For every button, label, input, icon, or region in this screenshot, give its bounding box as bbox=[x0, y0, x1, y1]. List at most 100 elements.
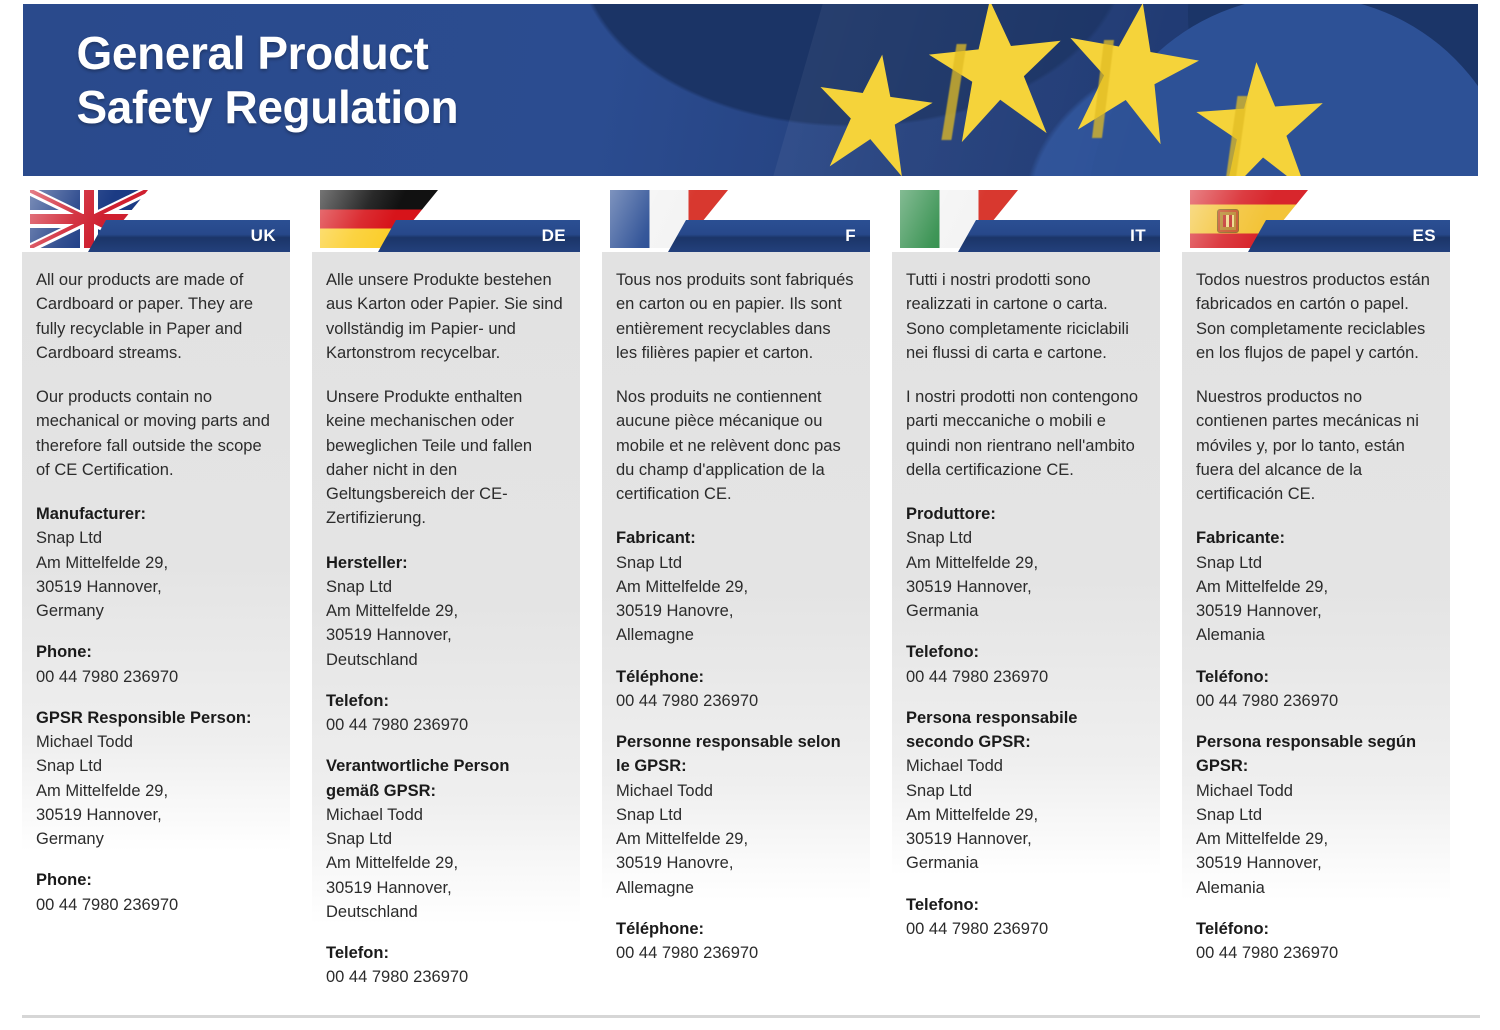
responsible-phone-block: Phone: 00 44 7980 236970 bbox=[36, 868, 276, 917]
paragraph-materials: Tutti i nostri prodotti sono realizzati … bbox=[906, 271, 1129, 362]
phone-label-2: Telefono: bbox=[906, 895, 980, 914]
responsible-person-block: Verantwortliche Person gemäß GPSR: Micha… bbox=[326, 754, 566, 924]
paragraph-ce-scope: Unsere Produkte enthalten keine mechanis… bbox=[326, 388, 533, 528]
manufacturer-label: Fabricante: bbox=[1196, 529, 1285, 548]
responsible-phone-block: Teléfono: 00 44 7980 236970 bbox=[1196, 917, 1436, 966]
manufacturer-phone-block: Telefono: 00 44 7980 236970 bbox=[906, 640, 1146, 689]
manufacturer-block: Produttore: Snap Ltd Am Mittelfelde 29, … bbox=[906, 502, 1146, 623]
language-tab-es[interactable]: ES bbox=[1248, 220, 1450, 252]
responsible-person-block: Personne responsable selon le GPSR: Mich… bbox=[616, 730, 856, 900]
manufacturer-address: Snap Ltd Am Mittelfelde 29, 30519 Hannov… bbox=[326, 577, 459, 669]
language-columns: UK All our products are made of Cardboar… bbox=[22, 190, 1480, 1007]
manufacturer-label: Produttore: bbox=[906, 505, 996, 523]
language-tab-label: DE bbox=[541, 226, 566, 245]
language-tab-it[interactable]: IT bbox=[958, 220, 1160, 252]
paragraph-materials: Tous nos produits sont fabriqués en cart… bbox=[616, 271, 854, 362]
language-tab-label: IT bbox=[1130, 226, 1146, 245]
manufacturer-phone-block: Phone: 00 44 7980 236970 bbox=[36, 640, 276, 689]
flag-header-it: IT bbox=[892, 190, 1160, 252]
language-tab-de[interactable]: DE bbox=[378, 220, 580, 252]
responsible-person-block: Persona responsabile secondo GPSR: Micha… bbox=[906, 706, 1146, 876]
phone-value-2: 00 44 7980 236970 bbox=[906, 919, 1049, 938]
language-column-it: IT Tutti i nostri prodotti sono realizza… bbox=[892, 190, 1182, 1007]
flag-header-es: ES bbox=[1182, 190, 1450, 252]
paragraph-ce-scope: I nostri prodotti non contengono parti m… bbox=[906, 388, 1139, 479]
phone-label: Téléphone: bbox=[616, 667, 705, 686]
page-title: General Product Safety Regulation bbox=[76, 27, 459, 134]
content-panel-it: Tutti i nostri prodotti sono realizzati … bbox=[892, 252, 1160, 876]
content-panel-es: Todos nuestros productos están fabricado… bbox=[1182, 252, 1450, 900]
es-flag-icon bbox=[1190, 190, 1308, 248]
responsible-person-block: Persona responsable según GPSR: Michael … bbox=[1196, 730, 1436, 900]
manufacturer-label: Fabricant: bbox=[616, 529, 696, 548]
paragraph-materials: Todos nuestros productos están fabricado… bbox=[1196, 271, 1430, 362]
phone-label-2: Teléfono: bbox=[1196, 919, 1270, 938]
phone-value: 00 44 7980 236970 bbox=[1196, 691, 1339, 710]
language-tab-uk[interactable]: UK bbox=[88, 220, 290, 252]
manufacturer-phone-block: Téléphone: 00 44 7980 236970 bbox=[616, 665, 856, 714]
language-column-es: ES Todos nuestros productos están fabric… bbox=[1182, 190, 1472, 1007]
responsible-phone-block: Telefono: 00 44 7980 236970 bbox=[906, 893, 1146, 942]
responsible-person-block: GPSR Responsible Person: Michael Todd Sn… bbox=[36, 706, 276, 852]
manufacturer-block: Hersteller: Snap Ltd Am Mittelfelde 29, … bbox=[326, 551, 566, 672]
manufacturer-address: Snap Ltd Am Mittelfelde 29, 30519 Hannov… bbox=[906, 529, 1039, 620]
responsible-person-label: Verantwortliche Person gemäß GPSR: bbox=[326, 757, 510, 800]
footer-divider bbox=[22, 1015, 1480, 1018]
responsible-person-label: Persona responsable según GPSR: bbox=[1196, 733, 1417, 776]
content-panel-fr: Tous nos produits sont fabriqués en cart… bbox=[602, 252, 870, 900]
flag-header-uk: UK bbox=[22, 190, 290, 252]
gpsr-poster: General Product Safety Regulation UK All… bbox=[0, 4, 1500, 1030]
content-panel-de: Alle unsere Produkte bestehen aus Karton… bbox=[312, 252, 580, 924]
manufacturer-address: Snap Ltd Am Mittelfelde 29, 30519 Hannov… bbox=[1196, 553, 1329, 645]
phone-label: Phone: bbox=[36, 643, 92, 662]
phone-value-2: 00 44 7980 236970 bbox=[326, 968, 469, 987]
phone-value-2: 00 44 7980 236970 bbox=[36, 895, 179, 914]
paragraph-ce-scope: Nuestros productos no contienen partes m… bbox=[1196, 388, 1419, 503]
language-tab-label: F bbox=[845, 226, 856, 245]
responsible-phone-block: Téléphone: 00 44 7980 236970 bbox=[616, 917, 856, 966]
manufacturer-label: Manufacturer: bbox=[36, 505, 147, 523]
content-tail-fr: Téléphone: 00 44 7980 236970 bbox=[602, 916, 870, 966]
manufacturer-block: Manufacturer: Snap Ltd Am Mittelfelde 29… bbox=[36, 502, 276, 623]
language-column-de: DE Alle unsere Produkte bestehen aus Kar… bbox=[312, 190, 602, 1007]
manufacturer-address: Snap Ltd Am Mittelfelde 29, 30519 Hannov… bbox=[36, 529, 169, 620]
phone-value: 00 44 7980 236970 bbox=[906, 667, 1049, 686]
content-tail-uk: Phone: 00 44 7980 236970 bbox=[22, 868, 290, 917]
responsible-person-label: Personne responsable selon le GPSR: bbox=[616, 733, 841, 776]
paragraph-ce-scope: Our products contain no mechanical or mo… bbox=[36, 388, 270, 479]
content-panel-uk: All our products are made of Cardboard o… bbox=[22, 252, 290, 852]
manufacturer-block: Fabricante: Snap Ltd Am Mittelfelde 29, … bbox=[1196, 526, 1436, 647]
manufacturer-address: Snap Ltd Am Mittelfelde 29, 30519 Hanovr… bbox=[616, 553, 749, 645]
manufacturer-label: Hersteller: bbox=[326, 553, 408, 572]
responsible-person-address: Michael Todd Snap Ltd Am Mittelfelde 29,… bbox=[326, 805, 459, 921]
manufacturer-block: Fabricant: Snap Ltd Am Mittelfelde 29, 3… bbox=[616, 526, 856, 647]
responsible-person-label: GPSR Responsible Person: bbox=[36, 708, 252, 727]
flag-header-fr: F bbox=[602, 190, 870, 252]
language-column-fr: F Tous nos produits sont fabriqués en ca… bbox=[602, 190, 892, 1007]
spain-coat-of-arms-icon bbox=[1217, 209, 1239, 233]
phone-label-2: Téléphone: bbox=[616, 919, 705, 938]
phone-value: 00 44 7980 236970 bbox=[616, 691, 759, 710]
phone-value-2: 00 44 7980 236970 bbox=[616, 944, 759, 962]
phone-value: 00 44 7980 236970 bbox=[36, 667, 179, 686]
language-column-uk: UK All our products are made of Cardboar… bbox=[22, 190, 312, 1007]
responsible-person-label: Persona responsabile secondo GPSR: bbox=[906, 708, 1078, 751]
phone-value: 00 44 7980 236970 bbox=[326, 716, 469, 734]
manufacturer-phone-block: Telefon: 00 44 7980 236970 bbox=[326, 689, 566, 738]
responsible-phone-block: Telefon: 00 44 7980 236970 bbox=[326, 941, 566, 990]
responsible-person-address: Michael Todd Snap Ltd Am Mittelfelde 29,… bbox=[616, 781, 749, 897]
content-tail-es: Teléfono: 00 44 7980 236970 bbox=[1182, 916, 1450, 966]
paragraph-materials: Alle unsere Produkte bestehen aus Karton… bbox=[326, 271, 563, 362]
responsible-person-address: Michael Todd Snap Ltd Am Mittelfelde 29,… bbox=[1196, 781, 1329, 897]
manufacturer-phone-block: Teléfono: 00 44 7980 236970 bbox=[1196, 665, 1436, 714]
phone-label-2: Telefon: bbox=[326, 944, 389, 962]
paragraph-ce-scope: Nos produits ne contiennent aucune pièce… bbox=[616, 388, 841, 503]
content-tail-it: Telefono: 00 44 7980 236970 bbox=[892, 892, 1160, 942]
language-tab-label: UK bbox=[250, 226, 276, 245]
header-banner: General Product Safety Regulation bbox=[22, 4, 1478, 176]
phone-value-2: 00 44 7980 236970 bbox=[1196, 944, 1339, 962]
phone-label: Teléfono: bbox=[1196, 667, 1270, 686]
language-tab-fr[interactable]: F bbox=[668, 220, 870, 252]
phone-label-2: Phone: bbox=[36, 871, 92, 890]
content-tail-de: Telefon: 00 44 7980 236970 bbox=[312, 941, 580, 990]
